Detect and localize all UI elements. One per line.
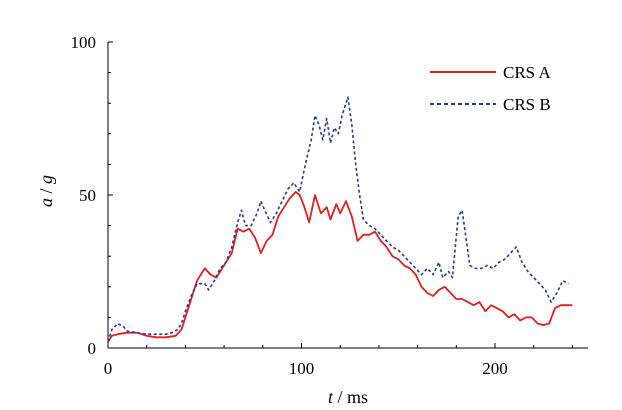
x-axis-unit: ms — [347, 387, 368, 407]
y-axis-var: a — [36, 198, 56, 207]
legend-label-crs-a: CRS A — [503, 63, 551, 82]
y-tick-label-50: 50 — [79, 186, 96, 205]
ticks: 0 50 100 0 100 200 — [71, 33, 573, 378]
x-axis-label: t / ms — [328, 387, 368, 407]
x-tick-label-200: 200 — [482, 359, 508, 378]
legend-label-crs-b: CRS B — [503, 95, 551, 114]
y-tick-label-0: 0 — [88, 339, 97, 358]
x-axis-sep: / — [333, 387, 347, 407]
y-axis-label: a / g — [36, 175, 56, 207]
x-tick-label-0: 0 — [104, 359, 113, 378]
axes — [107, 42, 588, 349]
x-axis-var: t — [328, 387, 334, 407]
legend: CRS A CRS B — [430, 63, 551, 114]
x-tick-label-100: 100 — [289, 359, 315, 378]
series-line-crs-b — [107, 96, 569, 343]
series-line-crs-a — [107, 191, 573, 343]
y-axis-sep: / — [36, 184, 56, 198]
y-axis-unit: g — [36, 175, 56, 184]
series-layer — [107, 96, 573, 343]
y-tick-label-100: 100 — [71, 33, 97, 52]
